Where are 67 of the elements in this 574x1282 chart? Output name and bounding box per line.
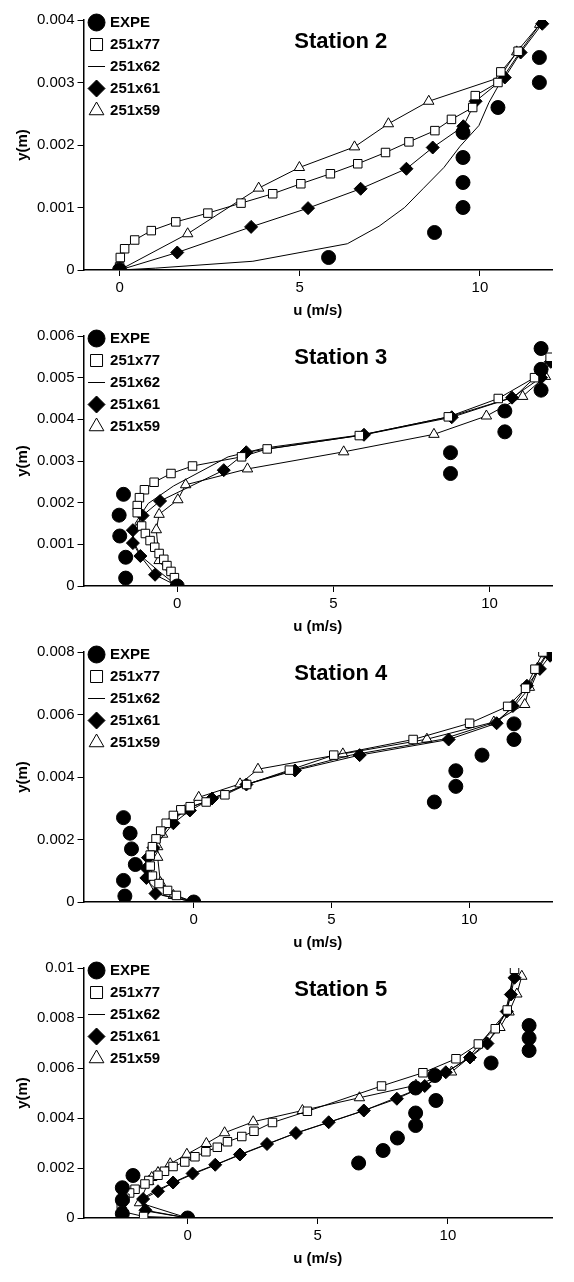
legend-label: 251x77: [110, 34, 161, 52]
y-axis-title: y(m): [13, 1077, 31, 1109]
x-tick-label: 10: [471, 278, 489, 296]
x-tick-label: 10: [481, 594, 498, 612]
y-axis-title: y(m): [13, 129, 31, 161]
legend-label: 251x61: [110, 78, 161, 96]
legend-label: 251x62: [110, 1004, 161, 1022]
legend-label: 251x59: [110, 1048, 161, 1066]
chart-title: Station 3: [294, 344, 388, 370]
legend-label: 251x62: [110, 56, 161, 74]
legend-label: EXPE: [110, 960, 151, 978]
y-axis-title: y(m): [13, 445, 31, 477]
legend-label: 251x62: [110, 688, 161, 706]
x-tick-label: 0: [173, 594, 182, 612]
x-tick-label: 5: [329, 594, 338, 612]
legend-label: EXPE: [110, 328, 151, 346]
y-tick-label: 0.004: [36, 1108, 75, 1126]
legend-label: 251x61: [110, 394, 161, 412]
y-tick-label: 0.01: [45, 958, 75, 976]
x-tick-label: 10: [439, 1226, 457, 1244]
legend-label: 251x77: [110, 350, 161, 368]
chart-title: Station 2: [294, 28, 388, 54]
legend-label: EXPE: [110, 644, 151, 662]
y-tick-label: 0.004: [36, 409, 75, 427]
y-tick-label: 0.003: [36, 451, 75, 469]
legend-label: 251x59: [110, 732, 161, 750]
y-tick-label: 0: [66, 260, 75, 278]
y-tick-label: 0.002: [36, 1158, 75, 1176]
y-tick-label: 0.001: [36, 197, 75, 215]
legend-label: 251x59: [110, 416, 161, 434]
y-tick-label: 0: [66, 1208, 75, 1226]
y-tick-label: 0.006: [36, 704, 75, 722]
y-tick-label: 0.006: [36, 326, 75, 344]
y-tick-label: 0.005: [36, 367, 75, 385]
legend-label: 251x61: [110, 710, 161, 728]
y-axis-title: y(m): [13, 761, 31, 793]
x-axis-title: u (m/s): [293, 617, 343, 635]
y-tick-label: 0.004: [36, 767, 75, 785]
y-tick-label: 0.003: [36, 72, 75, 90]
legend-label: 251x77: [110, 982, 161, 1000]
y-tick-label: 0.008: [36, 642, 75, 660]
y-tick-label: 0.002: [36, 135, 75, 153]
y-tick-label: 0.002: [36, 829, 75, 847]
y-tick-label: 0.001: [36, 534, 75, 552]
x-tick-label: 0: [115, 278, 124, 296]
x-tick-label: 0: [189, 910, 198, 928]
x-tick-label: 5: [295, 278, 304, 296]
x-axis-title: u (m/s): [293, 933, 343, 951]
legend-label: 251x77: [110, 666, 161, 684]
y-tick-label: 0.006: [36, 1058, 75, 1076]
x-tick-label: 10: [460, 910, 478, 928]
y-tick-label: 0: [66, 576, 75, 594]
y-tick-label: 0.004: [36, 10, 75, 28]
legend-label: 251x59: [110, 100, 161, 118]
y-tick-label: 0.008: [36, 1008, 75, 1026]
x-tick-label: 5: [313, 1226, 322, 1244]
chart-title: Station 5: [294, 976, 388, 1002]
chart-title: Station 4: [294, 660, 389, 686]
x-axis-title: u (m/s): [293, 301, 343, 319]
x-tick-label: 0: [183, 1226, 192, 1244]
legend-label: 251x61: [110, 1026, 161, 1044]
x-axis-title: u (m/s): [293, 1249, 343, 1267]
legend-label: EXPE: [110, 12, 151, 30]
x-tick-label: 5: [327, 910, 336, 928]
legend-label: 251x62: [110, 372, 161, 390]
y-tick-label: 0: [66, 892, 75, 910]
y-tick-label: 0.002: [36, 492, 75, 510]
